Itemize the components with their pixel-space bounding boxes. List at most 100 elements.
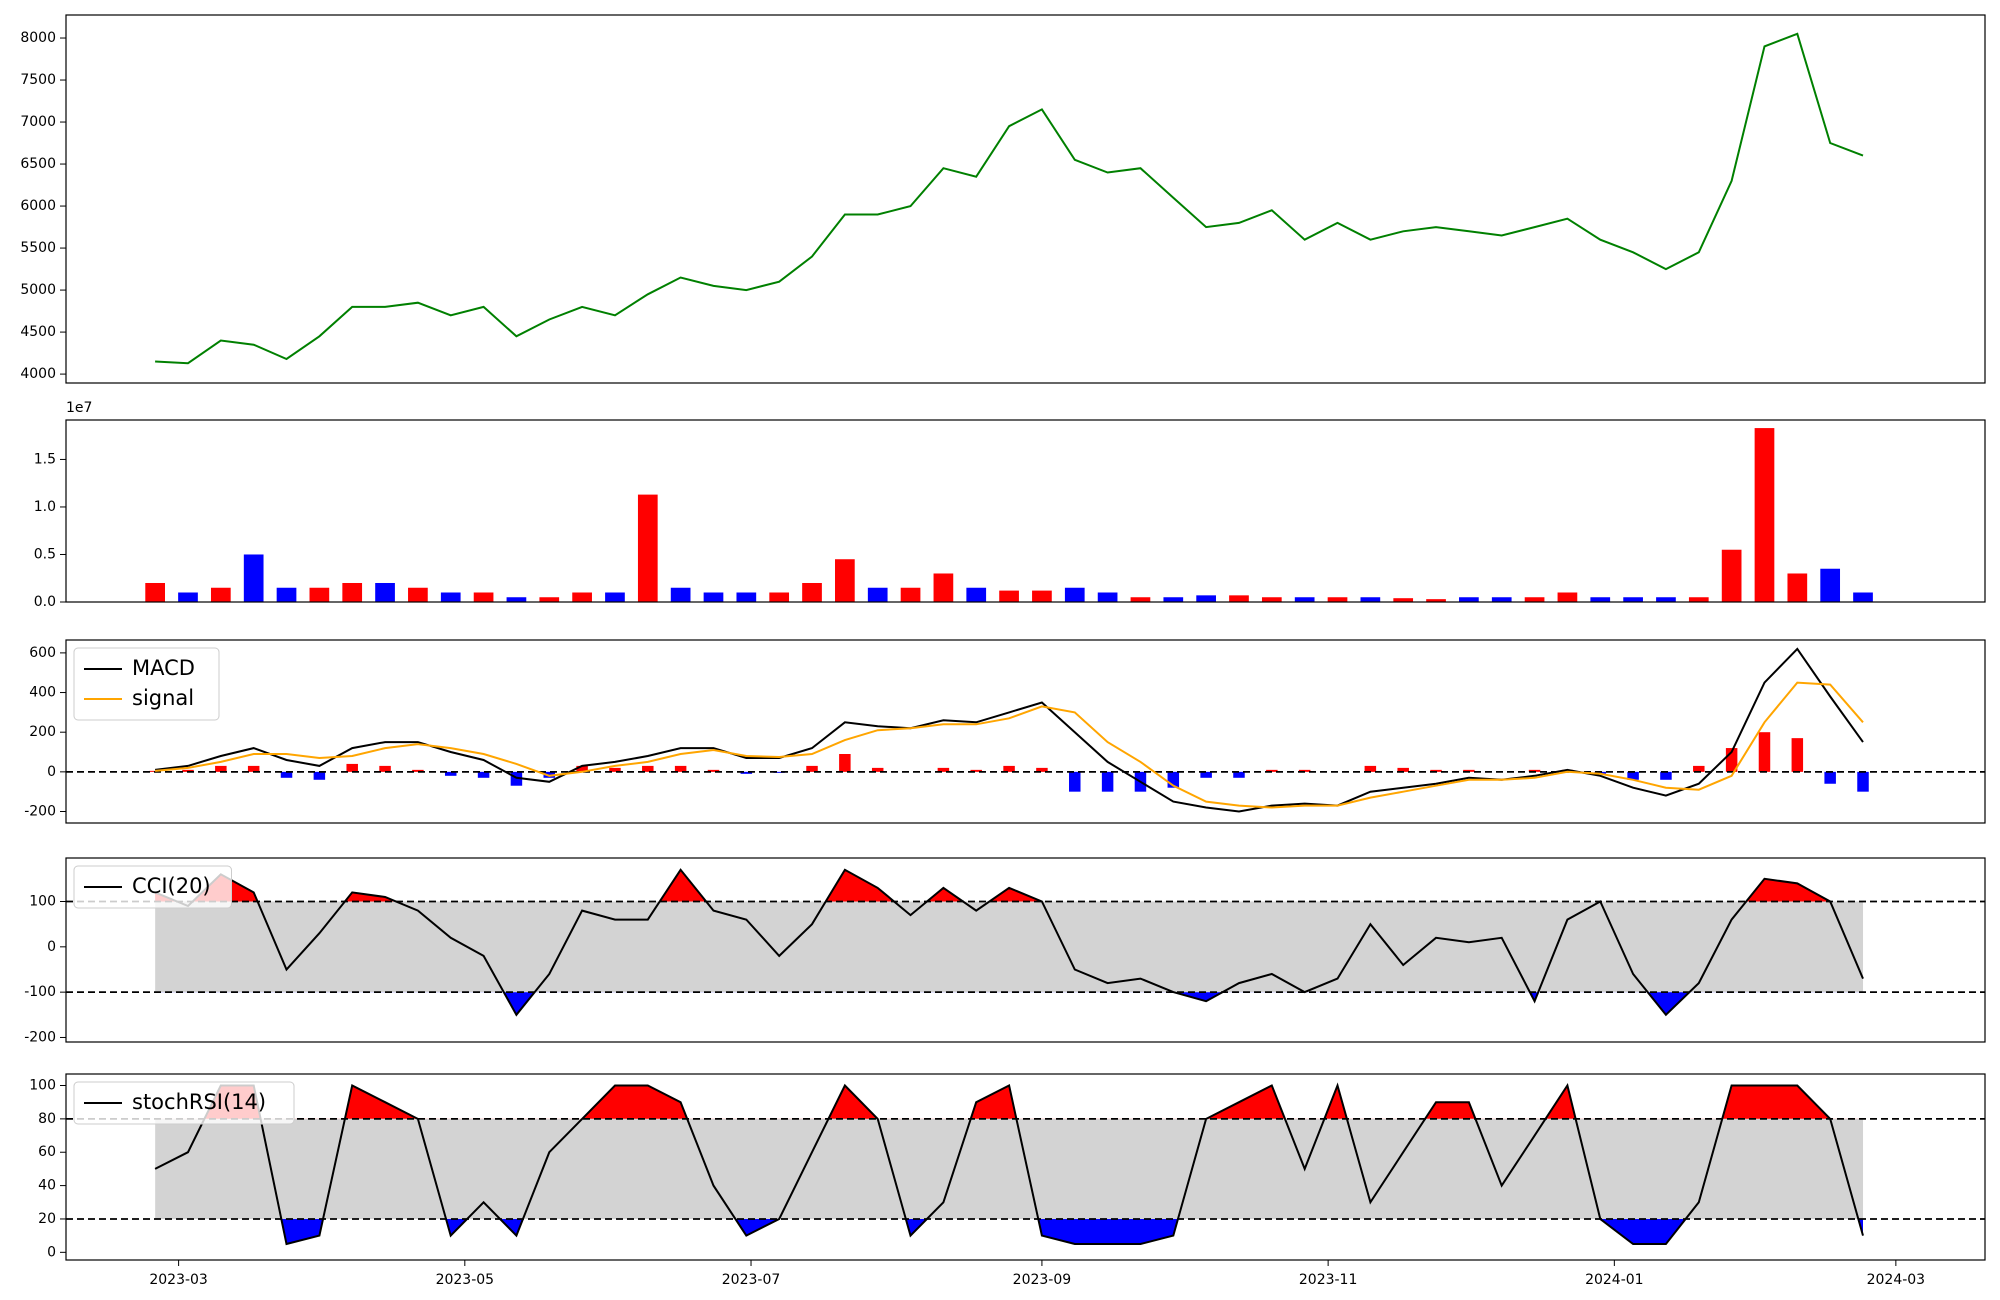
histogram-bar — [247, 765, 260, 772]
volume-bar — [1294, 597, 1315, 602]
volume-bar — [440, 592, 461, 602]
overbought-fill — [204, 1085, 1831, 1119]
volume-bar — [375, 582, 395, 602]
y-tick-label: 5500 — [20, 240, 56, 256]
x-tick-label: 2023-03 — [149, 1272, 208, 1288]
volume-bar — [145, 582, 165, 602]
volume-bar — [1426, 599, 1446, 602]
volume-bar — [1820, 568, 1841, 602]
histogram-bar — [1167, 771, 1180, 788]
volume-bar — [1656, 597, 1676, 602]
y-tick-label: 4000 — [20, 366, 56, 382]
price-line — [155, 32, 1864, 365]
histogram-bar — [1824, 771, 1836, 784]
y-tick-label: 600 — [29, 645, 56, 661]
offset-label: 1e7 — [66, 400, 92, 416]
legend-label: signal — [132, 686, 194, 710]
volume-bar — [605, 592, 625, 602]
histogram-bar — [1101, 771, 1114, 792]
y-tick-label: 1.5 — [34, 451, 56, 467]
y-tick-label: 8000 — [20, 30, 56, 46]
volume-bar — [966, 587, 987, 602]
y-tick-label: 60 — [38, 1144, 56, 1160]
volume-bar — [473, 592, 494, 602]
histogram-bar — [937, 767, 950, 772]
y-tick-label: 100 — [29, 1078, 56, 1094]
volume-bar — [1590, 597, 1611, 602]
volume-bar — [276, 587, 297, 602]
legend-box — [73, 647, 220, 721]
neutral-band — [155, 901, 1864, 993]
volume-bar — [1853, 592, 1873, 602]
x-tick-label: 2023-11 — [1299, 1272, 1358, 1288]
volume-bar — [1721, 549, 1742, 602]
x-tick-label: 2024-03 — [1867, 1272, 1926, 1288]
y-tick-label: 100 — [29, 894, 56, 910]
y-tick-label: -200 — [24, 804, 56, 820]
volume-bar — [900, 587, 921, 602]
histogram-bar — [477, 771, 490, 778]
volume-bar — [670, 587, 691, 602]
y-tick-label: 4500 — [20, 324, 56, 340]
histogram-bar — [576, 765, 588, 772]
indicator-line — [155, 681, 1864, 809]
histogram-bar — [444, 771, 457, 776]
volume-bar — [736, 592, 757, 602]
histogram-bar — [215, 765, 227, 772]
volume-bar — [539, 597, 560, 602]
legend-box — [73, 865, 232, 909]
volume-bar — [1754, 428, 1775, 602]
y-tick-label: 400 — [29, 685, 56, 701]
y-tick-label: 40 — [38, 1178, 56, 1194]
histogram-bar — [740, 771, 753, 774]
histogram-bar — [1036, 767, 1048, 772]
histogram-bar — [1725, 748, 1738, 772]
volume-bar — [867, 587, 888, 602]
x-tick-label: 2023-05 — [436, 1272, 495, 1288]
histogram-bar — [1758, 732, 1771, 772]
y-tick-label: -100 — [24, 984, 56, 1000]
histogram-bar — [1857, 771, 1869, 792]
volume-bar — [506, 597, 527, 602]
legend-box — [73, 1081, 295, 1125]
volume-bar — [1524, 597, 1545, 602]
histogram-bar — [1298, 769, 1311, 772]
volume-bar — [1557, 592, 1578, 602]
volume-bar — [1196, 595, 1216, 602]
y-tick-label: 200 — [29, 724, 56, 740]
histogram-bar — [1693, 765, 1705, 772]
y-tick-label: 20 — [38, 1211, 56, 1227]
legend-label: stochRSI(14) — [132, 1090, 266, 1114]
volume-bar — [1229, 595, 1249, 602]
indicator-line — [154, 647, 1864, 813]
volume-bar — [999, 590, 1019, 602]
histogram-bar — [1364, 765, 1377, 772]
volume-bar — [342, 582, 363, 602]
panel-frame — [65, 1073, 1986, 1261]
histogram-bar — [182, 769, 194, 772]
y-tick-label: 7500 — [20, 72, 56, 88]
volume-bar — [769, 592, 790, 602]
y-tick-label: 0.0 — [34, 594, 56, 610]
y-tick-label: 80 — [38, 1111, 56, 1127]
histogram-bar — [707, 769, 720, 772]
histogram-bar — [1660, 771, 1672, 780]
histogram-bar — [379, 765, 391, 772]
histogram-bar — [1069, 771, 1081, 792]
neutral-band — [155, 1118, 1864, 1219]
legend-label: CCI(20) — [132, 874, 211, 898]
histogram-bar — [1528, 769, 1541, 772]
volume-bar — [1393, 598, 1414, 602]
y-tick-label: 5000 — [20, 282, 56, 298]
histogram-bar — [412, 769, 424, 772]
x-tick-label: 2024-01 — [1585, 1272, 1644, 1288]
volume-bar — [1327, 597, 1348, 602]
volume-bar — [1163, 597, 1184, 602]
oscillator-line — [154, 868, 1864, 1017]
y-tick-label: 6500 — [20, 156, 56, 172]
y-tick-label: 0 — [47, 764, 56, 780]
x-tick-label: 2023-09 — [1013, 1272, 1072, 1288]
y-tick-label: 1.0 — [34, 499, 56, 515]
histogram-bar — [346, 763, 358, 772]
y-tick-label: -200 — [24, 1029, 56, 1045]
